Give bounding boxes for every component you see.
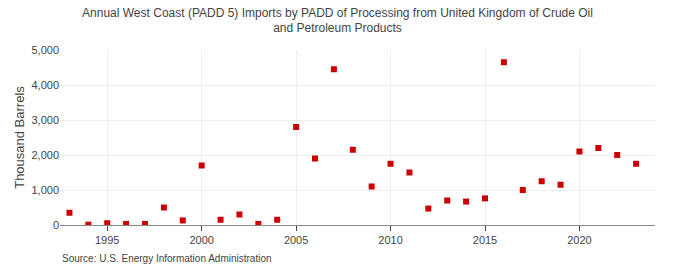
svg-text:1995: 1995 [95, 234, 119, 246]
svg-text:1,000: 1,000 [31, 184, 59, 196]
svg-text:2,000: 2,000 [31, 149, 59, 161]
svg-text:2000: 2000 [189, 234, 213, 246]
svg-text:2020: 2020 [567, 234, 591, 246]
svg-text:Source: U.S. Energy Informatio: Source: U.S. Energy Information Administ… [62, 253, 272, 264]
svg-text:2015: 2015 [473, 234, 497, 246]
svg-text:4,000: 4,000 [31, 79, 59, 91]
svg-text:Annual West Coast (PADD 5) Imp: Annual West Coast (PADD 5) Imports by PA… [82, 6, 593, 36]
svg-text:2010: 2010 [378, 234, 402, 246]
svg-text:3,000: 3,000 [31, 114, 59, 126]
svg-text:Thousand Barrels: Thousand Barrels [12, 86, 27, 189]
svg-text:5,000: 5,000 [31, 44, 59, 56]
svg-text:0: 0 [53, 219, 59, 231]
svg-text:2005: 2005 [284, 234, 308, 246]
